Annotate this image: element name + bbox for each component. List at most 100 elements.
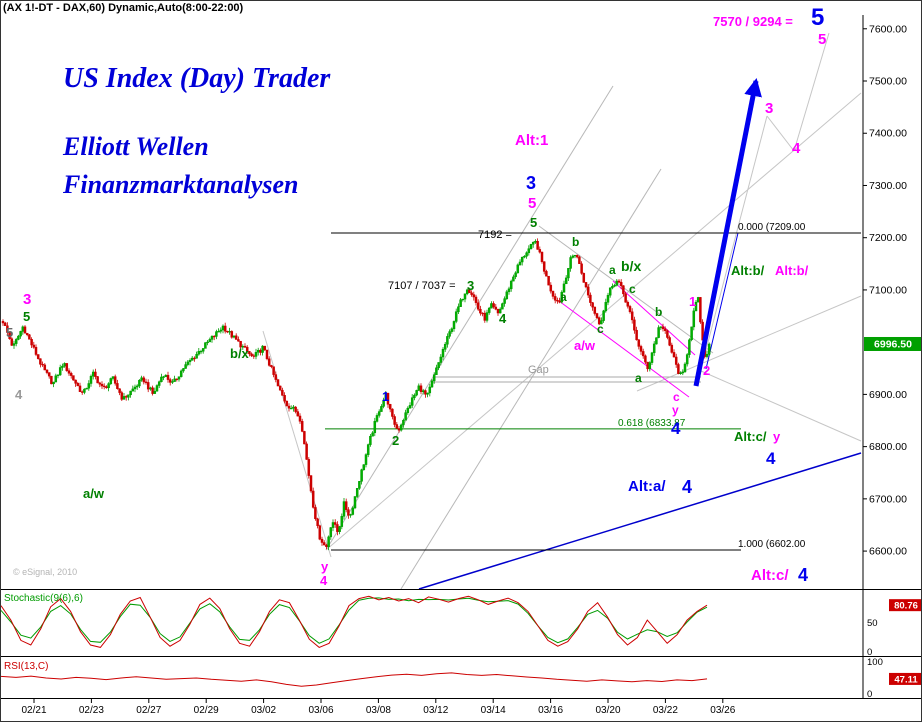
date-tick-label: 03/26 — [710, 705, 735, 716]
price-tick-label: 6700.00 — [869, 493, 907, 505]
banner-us-index-day-trader: US Index (Day) Trader — [63, 63, 331, 94]
trendlines — [262, 32, 862, 590]
fib-levels: 0.000 (7209.00 0.618 (6833.87 1.000 (6602.… — [325, 222, 861, 551]
date-tick-label: 02/23 — [79, 705, 104, 716]
projection-arrow — [693, 78, 762, 387]
price-tick-label: 6900.00 — [869, 389, 907, 401]
trendline — [325, 85, 614, 551]
trendline — [612, 280, 696, 356]
price-tick-label: 7500.00 — [869, 76, 907, 88]
date-tick-label: 03/02 — [251, 705, 276, 716]
date-tick-label: 03/16 — [538, 705, 563, 716]
last-price-value: 6996.50 — [874, 338, 912, 350]
wave-label: a — [609, 263, 616, 277]
date-tick-label: 03/06 — [308, 705, 333, 716]
trendline — [325, 92, 862, 551]
level-label: 0.618 (6833.87 — [618, 418, 686, 429]
wave-label: 4 — [15, 387, 23, 402]
date-tick-label: 03/08 — [366, 705, 391, 716]
rsi-value: 47.11 — [894, 674, 918, 685]
wave-label: 5 — [528, 195, 536, 212]
price-tick-label: 6800.00 — [869, 441, 907, 453]
time-axis[interactable]: 02/21 02/23 02/27 02/29 03/02 03/06 03/08 03/12… — [21, 699, 736, 716]
wave-label: y — [321, 559, 329, 574]
date-tick-label: 02/27 — [136, 705, 161, 716]
candlesticks — [1, 238, 711, 551]
esignal-watermark: © eSignal, 2010 — [13, 567, 78, 577]
date-tick-label: 03/22 — [653, 705, 678, 716]
stochastic-axis-tick: 0 — [867, 647, 872, 658]
wave-label: Alt:b/ — [731, 263, 765, 278]
last-price-badge — [864, 336, 921, 351]
wave-label: 3 — [526, 173, 536, 193]
wave-label: 4 — [798, 565, 808, 585]
wave-label: Alt:c/ — [751, 567, 789, 584]
rsi-value-badge — [889, 672, 921, 685]
wave-label: 7192 = — [478, 229, 512, 241]
price-tick-label: 7300.00 — [869, 180, 907, 192]
wave-label: 1 — [689, 294, 696, 309]
wave-label: 4 — [320, 573, 328, 588]
trendline — [262, 330, 332, 558]
wave-label: 5 — [811, 4, 824, 31]
stochastic-panel: Stochastic(9(6),6) 50 0 80.76 — [1, 593, 921, 658]
wave-label: 4 — [792, 140, 801, 157]
stochastic-k-line — [1, 595, 708, 648]
wave-label: y — [672, 403, 679, 417]
trendline — [400, 168, 662, 590]
trendline — [766, 115, 795, 152]
wave-label: 7570 / 9294 = — [713, 14, 793, 29]
date-tick-label: 03/12 — [423, 705, 448, 716]
wave-label: 4 — [766, 449, 776, 468]
wave-label: 2 — [392, 433, 399, 448]
wave-label: c — [673, 390, 680, 404]
wave-label: 2 — [703, 363, 710, 378]
wave-label: Alt:a/ — [628, 478, 666, 495]
wave-label: 3 — [23, 291, 31, 308]
wave-label: Alt:b/ — [775, 263, 809, 278]
wave-label: 5 — [23, 309, 30, 324]
date-tick-label: 02/21 — [21, 705, 46, 716]
stochastic-label: Stochastic(9(6),6) — [4, 593, 83, 604]
title-bar[interactable]: (AX 1!-DT - DAX,60) Dynamic,Auto(8:00-22… — [3, 2, 243, 14]
date-tick-label: 02/29 — [194, 705, 219, 716]
trendline — [538, 225, 714, 354]
wave-label: a/w — [83, 486, 105, 501]
wave-label: b/x — [621, 258, 641, 274]
level-label: 0.000 (7209.00 — [738, 222, 806, 233]
date-tick-label: 03/14 — [481, 705, 506, 716]
wave-label: 1 — [382, 389, 389, 404]
wave-label: Alt:1 — [515, 132, 548, 149]
rsi-panel: RSI(13,C) 100 0 47.11 — [1, 657, 921, 700]
wave-label: b — [572, 235, 579, 249]
wave-label: c — [597, 322, 604, 336]
banner-elliott-wellen: Elliott Wellen — [63, 132, 209, 161]
banner-finanzmarktanalysen: Finanzmarktanalysen — [63, 170, 299, 199]
wave-label: y — [773, 429, 781, 444]
wave-label: 7107 / 7037 = — [388, 280, 456, 292]
wave-label: 3 — [467, 278, 474, 293]
wave-label: c — [629, 282, 636, 296]
chart-title: (AX 1!-DT - DAX,60) Dynamic,Auto(8:00-22… — [3, 2, 244, 14]
stochastic-d-line — [1, 597, 708, 644]
date-tick-label: 03/20 — [595, 705, 620, 716]
price-axis[interactable]: 7600.00 7500.00 7400.00 7300.00 7200.00 7100.… — [863, 23, 922, 558]
level-label: 1.000 (6602.00 — [738, 539, 806, 550]
trendline — [700, 370, 862, 442]
trendline — [636, 295, 862, 392]
trendline — [793, 32, 830, 152]
wave-label: b/x — [230, 346, 250, 361]
stochastic-value-badge — [889, 599, 921, 612]
price-tick-label: 6600.00 — [869, 546, 907, 558]
wave-label: a — [635, 371, 642, 385]
stochastic-axis-tick: 50 — [867, 618, 878, 629]
wave-label: b — [655, 305, 662, 319]
price-tick-label: 7200.00 — [869, 232, 907, 244]
rsi-axis-tick: 0 — [867, 689, 872, 700]
price-tick-label: 7600.00 — [869, 23, 907, 35]
wave-label: 5 — [818, 31, 826, 48]
wave-label: a — [560, 290, 567, 304]
